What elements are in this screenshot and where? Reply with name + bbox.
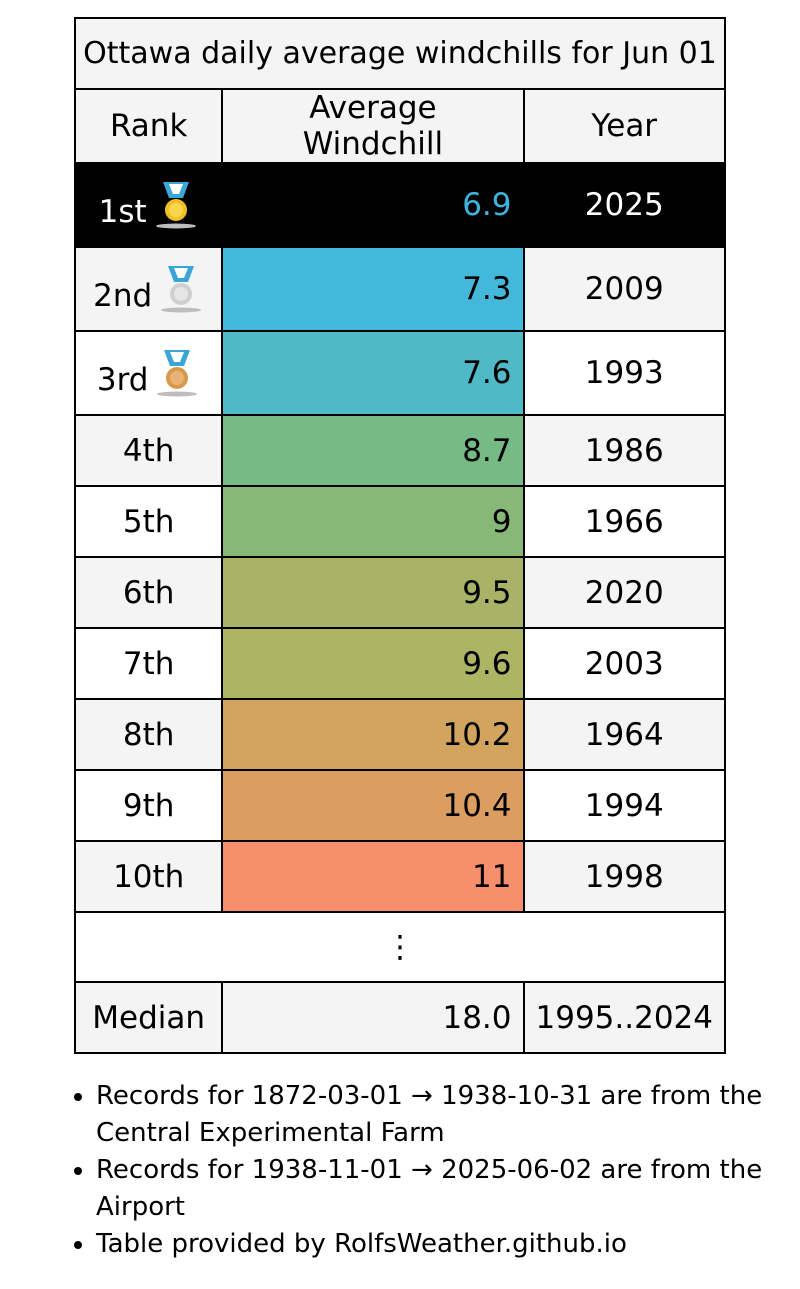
table-row: 4th 8.7 1986 (73, 414, 726, 487)
note-item: Records for 1872-03-01 → 1938-10-31 are … (96, 1078, 796, 1152)
windchill-value: 10.4 (221, 769, 525, 842)
rank-label: 10th (73, 840, 224, 913)
median-label: Median (73, 981, 224, 1054)
rank-cell: 1st (73, 162, 224, 248)
table-title: Ottawa daily average windchills for Jun … (74, 17, 726, 90)
vertical-ellipsis: ⋮ (74, 911, 726, 983)
silver-medal-icon (161, 266, 202, 313)
table-row: 10th 11 1998 (73, 840, 726, 913)
bronze-medal-icon (157, 350, 198, 397)
gold-medal-icon (155, 182, 196, 229)
rank-label: 7th (73, 627, 224, 700)
windchill-value: 10.2 (221, 698, 525, 771)
windchill-value: 6.9 (221, 162, 525, 248)
year-value: 1994 (522, 769, 726, 842)
table-row: 5th 9 1966 (73, 485, 726, 558)
median-years: 1995..2024 (522, 981, 726, 1054)
table-row: 1st 6.9 2025 (73, 162, 726, 248)
table-row: 7th 9.6 2003 (73, 627, 726, 700)
windchill-value: 9.5 (221, 556, 525, 629)
ellipsis-row: ⋮ (74, 911, 726, 983)
rank-label: 9th (73, 769, 224, 842)
rank-label: 1st (98, 194, 147, 230)
year-value: 1964 (522, 698, 726, 771)
rank-label: 2nd (93, 278, 153, 314)
table-row: 9th 10.4 1994 (73, 769, 726, 842)
year-value: 2020 (522, 556, 726, 629)
year-value: 1998 (522, 840, 726, 913)
rank-label: 4th (73, 414, 224, 487)
windchill-value: 9 (221, 485, 525, 558)
windchill-value: 11 (221, 840, 525, 913)
year-value: 2009 (522, 246, 726, 332)
rank-label: 5th (73, 485, 224, 558)
table-row: 8th 10.2 1964 (73, 698, 726, 771)
header-average-windchill: Average Windchill (221, 88, 525, 164)
rank-cell: 2nd (73, 246, 224, 332)
windchill-value: 7.6 (221, 330, 525, 416)
year-value: 2025 (522, 162, 726, 248)
year-value: 1986 (522, 414, 726, 487)
windchill-value: 8.7 (221, 414, 525, 487)
table-header-row: Rank Average Windchill Year (73, 88, 726, 164)
rank-cell: 3rd (73, 330, 224, 416)
median-value: 18.0 (221, 981, 525, 1054)
median-row: Median 18.0 1995..2024 (73, 981, 726, 1054)
rank-label: 3rd (96, 362, 149, 398)
table-row: 6th 9.5 2020 (73, 556, 726, 629)
windchill-value: 7.3 (221, 246, 525, 332)
rank-label: 6th (73, 556, 224, 629)
year-value: 2003 (522, 627, 726, 700)
windchill-value: 9.6 (221, 627, 525, 700)
note-item: Records for 1938-11-01 → 2025-06-02 are … (96, 1152, 796, 1226)
header-year: Year (522, 88, 726, 164)
table-row: 2nd 7.3 2009 (73, 246, 726, 332)
header-rank: Rank (73, 88, 224, 164)
note-item: Table provided by RolfsWeather.github.io (96, 1226, 796, 1263)
windchill-records-table: Ottawa daily average windchills for Jun … (73, 17, 726, 1054)
rank-label: 8th (73, 698, 224, 771)
table-title-row: Ottawa daily average windchills for Jun … (74, 17, 726, 90)
notes-list: Records for 1872-03-01 → 1938-10-31 are … (56, 1078, 796, 1263)
year-value: 1993 (522, 330, 726, 416)
table-row: 3rd 7.6 1993 (73, 330, 726, 416)
year-value: 1966 (522, 485, 726, 558)
